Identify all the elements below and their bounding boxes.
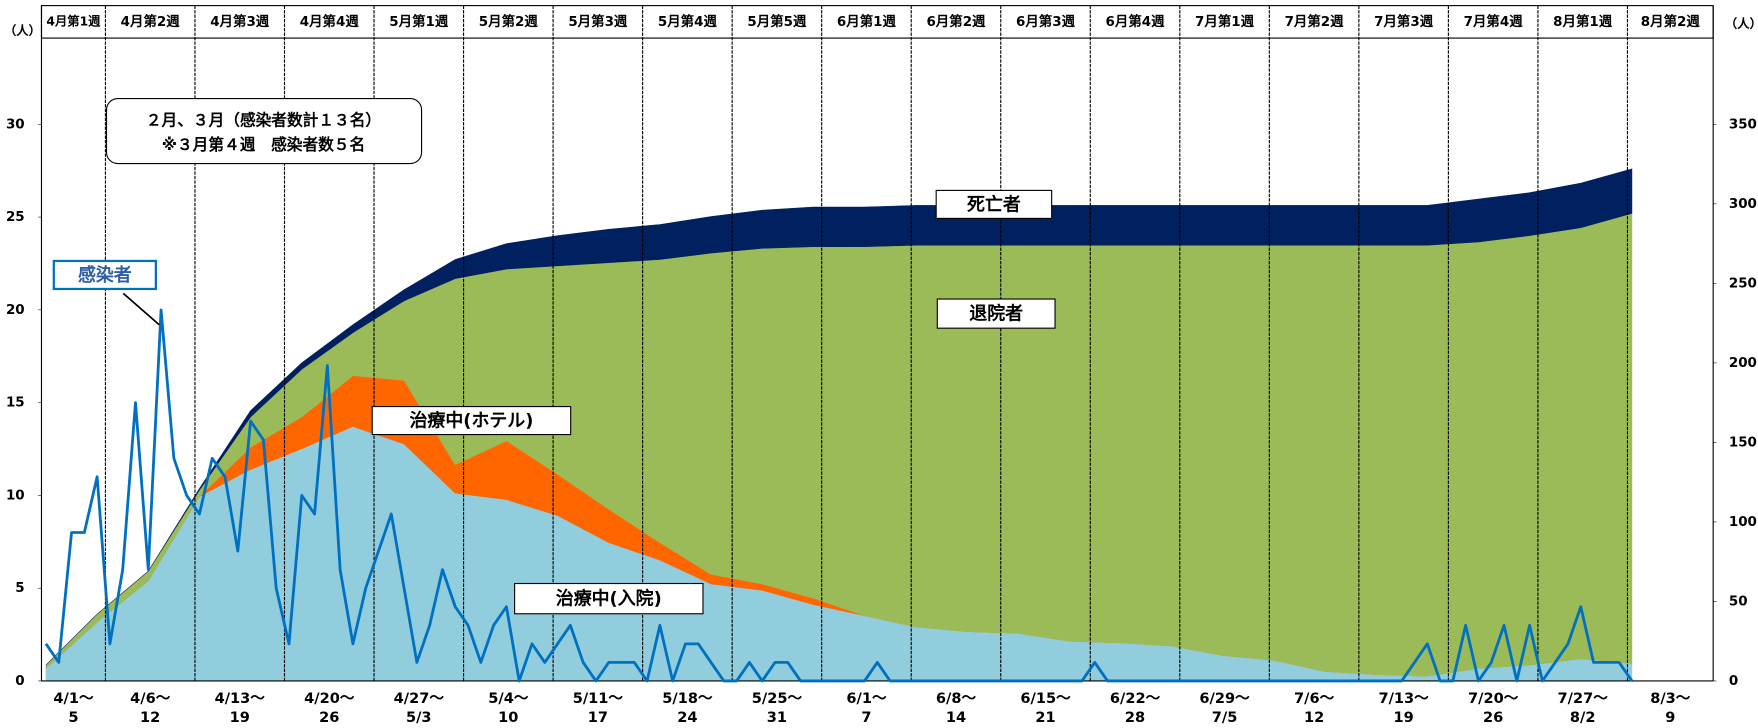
date-range-label: 26 (319, 709, 339, 726)
date-range-label: 7/13〜 (1379, 690, 1430, 707)
y2-unit: （人） (1725, 16, 1758, 31)
date-range-label: 9 (1665, 709, 1675, 726)
week-label: 5月第2週 (479, 13, 539, 30)
week-label: 7月第1週 (1195, 13, 1255, 30)
y2-tick-label: 350 (1729, 117, 1757, 132)
week-label: 6月第3週 (1016, 13, 1076, 30)
date-range-label: 7 (861, 709, 871, 726)
y2-tick-label: 50 (1729, 594, 1748, 609)
y2-tick-label: 300 (1729, 197, 1757, 212)
date-range-label: 4/6〜 (130, 690, 171, 707)
series-label: 治療中(入院) (556, 588, 662, 610)
date-range-label: 7/20〜 (1468, 690, 1519, 707)
y-tick-label: 5 (15, 581, 24, 596)
date-range-label: 8/2 (1570, 709, 1596, 726)
date-range-label: 6/29〜 (1199, 690, 1250, 707)
series-label: 治療中(ホテル) (410, 410, 534, 432)
date-range-label: 31 (767, 709, 787, 726)
series-label: 死亡者 (967, 194, 1021, 216)
date-range-label: 6/8〜 (936, 690, 977, 707)
week-label: 8月第1週 (1553, 13, 1613, 30)
date-range-label: 19 (230, 709, 250, 726)
date-range-label: 6/22〜 (1110, 690, 1161, 707)
date-range-label: 26 (1483, 709, 1503, 726)
line (44, 308, 1634, 683)
date-range-label: 6/1〜 (846, 690, 887, 707)
labels: ２月、３月（感染者数計１３名） ※３月第４週 感染者数５名 治療中(入院) 治療中… (52, 98, 1056, 615)
week-label: 5月第3週 (568, 13, 628, 30)
y-tick-label: 15 (6, 396, 25, 411)
series-label-box (936, 298, 1056, 329)
date-range-label: 14 (946, 709, 966, 726)
date-range-label: 4/1〜 (53, 690, 94, 707)
date-range-label: 17 (588, 709, 608, 726)
week-label: 7月第3週 (1374, 13, 1434, 30)
date-range-label: 8/3〜 (1650, 690, 1691, 707)
date-range-label: 19 (1394, 709, 1414, 726)
date-range-label: 5/25〜 (752, 690, 803, 707)
note-box (105, 98, 423, 165)
series-label-box (52, 259, 157, 291)
week-label: 5月第4週 (658, 13, 718, 30)
y2-tick-label: 150 (1729, 435, 1757, 450)
y-tick-label: 0 (15, 674, 24, 689)
date-range-label: 4/20〜 (304, 690, 355, 707)
y-tick-label: 10 (6, 488, 25, 503)
week-label: 5月第1週 (389, 13, 449, 30)
date-range-label: 21 (1035, 709, 1055, 726)
areas (45, 168, 1633, 682)
week-label: 6月第2週 (926, 13, 986, 30)
series-label-box (935, 189, 1053, 219)
date-range-label: 5/11〜 (573, 690, 624, 707)
date-range-label: 24 (677, 709, 697, 726)
week-label: 4月第1週 (46, 13, 101, 28)
y-tick-label: 30 (6, 117, 25, 132)
series-label: 退院者 (969, 303, 1023, 325)
date-range-label: 5 (68, 709, 78, 726)
date-range-label: 7/6〜 (1294, 690, 1335, 707)
date-range-label: 10 (498, 709, 518, 726)
week-label: 6月第4週 (1106, 13, 1166, 30)
lines (44, 308, 1634, 683)
week-label: 8月第2週 (1641, 13, 1701, 30)
week-label: 4月第3週 (210, 13, 270, 30)
frame: 4月第1週 4/1〜 5 4月第2週 4/6〜 12 4月第3週 4/13〜 19 4月第4週 4/… (4, 5, 1758, 726)
date-range-label: 28 (1125, 709, 1145, 726)
area (45, 168, 1633, 666)
date-range-label: 12 (140, 709, 160, 726)
week-label: 6月第1週 (837, 13, 897, 30)
y-tick-label: 20 (6, 303, 25, 318)
date-range-label: 6/15〜 (1020, 690, 1071, 707)
series-label-box (371, 406, 572, 436)
series-label: 感染者 (78, 264, 132, 286)
week-label: 7月第4週 (1464, 13, 1524, 30)
note-line: ※３月第４週 感染者数５名 (162, 135, 365, 154)
date-range-label: 4/27〜 (394, 690, 445, 707)
date-range-label: 5/3 (406, 709, 432, 726)
y2-tick-label: 100 (1729, 515, 1757, 530)
y2-tick-label: 250 (1729, 276, 1757, 291)
date-range-label: 7/5 (1212, 709, 1238, 726)
y2-tick-label: 0 (1729, 674, 1738, 689)
week-label: 7月第2週 (1285, 13, 1345, 30)
note-line: ２月、３月（感染者数計１３名） (146, 110, 381, 129)
y2-tick-label: 200 (1729, 356, 1757, 371)
date-range-label: 5/18〜 (662, 690, 713, 707)
week-label: 4月第4週 (300, 13, 360, 30)
date-range-label: 5/4〜 (488, 690, 529, 707)
week-label: 5月第5週 (747, 13, 807, 30)
y-tick-label: 25 (6, 210, 25, 225)
date-range-label: 12 (1304, 709, 1324, 726)
date-range-label: 4/13〜 (215, 690, 266, 707)
y-unit: （人） (4, 23, 41, 38)
date-range-label: 7/27〜 (1558, 690, 1609, 707)
week-label: 4月第2週 (121, 13, 181, 30)
pointer-line (122, 292, 160, 326)
series-label-box (514, 582, 704, 615)
